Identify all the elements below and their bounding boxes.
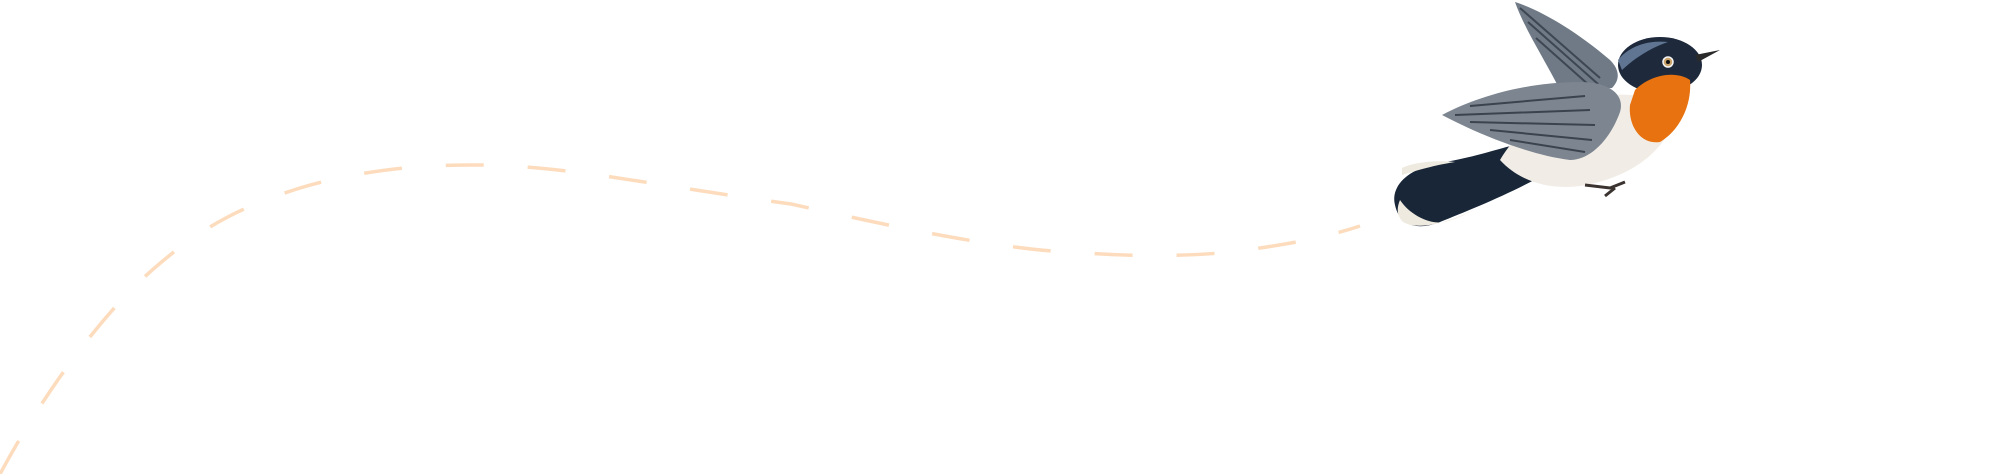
bird-head-sheen bbox=[1618, 41, 1668, 70]
bird-tail-tips bbox=[1397, 161, 1478, 226]
bird-beak bbox=[1695, 50, 1720, 62]
flight-path-line bbox=[0, 163, 1361, 474]
bird-throat bbox=[1629, 74, 1691, 143]
bird-leg bbox=[1584, 180, 1626, 198]
bird-pupil bbox=[1666, 60, 1670, 64]
bird-upper-wing bbox=[1515, 2, 1618, 90]
front-wing-feather-lines bbox=[1454, 95, 1596, 153]
wing-feather-lines bbox=[1519, 7, 1601, 87]
bird-front-wing bbox=[1442, 82, 1621, 160]
bird-illustration bbox=[1394, 2, 1720, 227]
